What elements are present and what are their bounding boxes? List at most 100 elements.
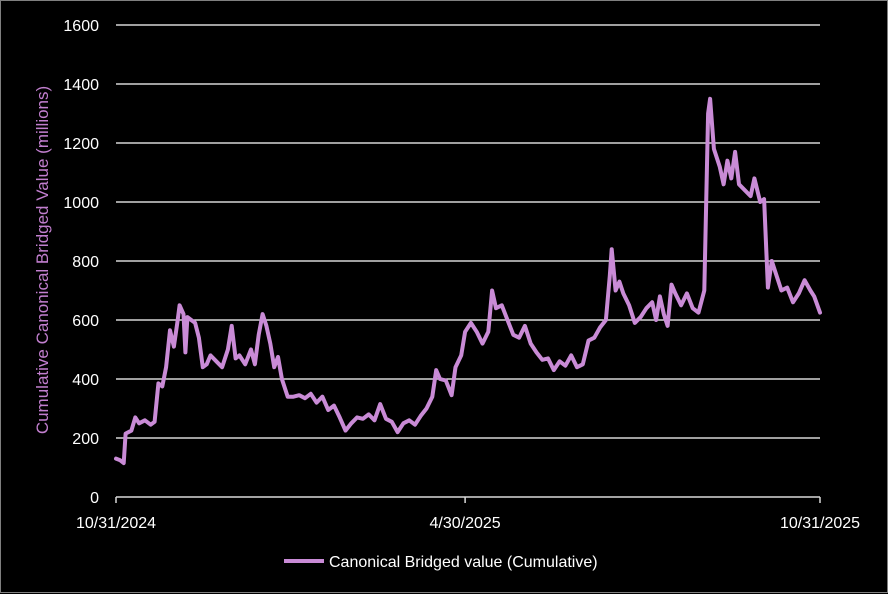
data-point: [633, 321, 637, 325]
data-point: [237, 353, 241, 357]
data-point: [261, 312, 265, 316]
data-point: [604, 318, 608, 322]
data-point: [297, 393, 301, 397]
data-point: [149, 423, 153, 427]
series-line: [114, 96, 822, 466]
data-point: [430, 395, 434, 399]
data-point: [475, 330, 479, 334]
y-tick-label: 0: [90, 490, 99, 507]
data-point: [540, 358, 544, 362]
data-point: [137, 421, 141, 425]
data-point: [696, 311, 701, 315]
data-point: [264, 324, 268, 328]
data-point: [608, 274, 612, 278]
data-point: [808, 288, 813, 293]
data-point: [494, 306, 498, 310]
data-point: [785, 286, 789, 290]
y-tick-label: 1200: [63, 136, 99, 153]
data-point: [669, 283, 674, 287]
data-point: [197, 336, 201, 340]
data-point: [434, 368, 438, 372]
data-point: [122, 461, 126, 465]
data-point: [812, 294, 816, 298]
data-point: [791, 300, 795, 304]
data-point: [691, 306, 695, 310]
data-point: [463, 330, 467, 334]
data-point: [797, 291, 801, 295]
x-tick-label: 4/30/2025: [430, 515, 501, 532]
data-point: [818, 311, 822, 315]
data-point: [722, 182, 726, 186]
data-point: [372, 418, 377, 422]
data-point: [779, 288, 784, 293]
data-point: [459, 353, 463, 357]
data-point: [234, 356, 238, 360]
data-point: [774, 271, 778, 275]
data-point: [124, 432, 128, 436]
data-point: [309, 392, 313, 396]
data-point: [118, 458, 122, 462]
data-point: [286, 395, 290, 399]
data-point: [133, 415, 137, 419]
data-point: [413, 423, 417, 427]
data-point: [160, 384, 164, 388]
data-point: [320, 395, 324, 399]
data-point: [552, 368, 556, 372]
data-point: [183, 350, 187, 354]
data-point: [673, 291, 677, 295]
data-point: [401, 421, 405, 425]
y-axis-ticks: 0 200 400 600 800 1000 1200 1400 1600: [63, 18, 99, 507]
data-point: [164, 365, 168, 369]
data-point: [156, 381, 160, 385]
data-point: [390, 420, 394, 424]
y-tick-label: 1000: [63, 195, 99, 212]
data-point: [226, 347, 230, 352]
x-tick-label: 10/31/2025: [780, 515, 860, 532]
legend: Canonical Bridged value (Cumulative): [284, 554, 598, 571]
data-point: [407, 418, 411, 422]
data-point: [517, 336, 521, 340]
legend-label: Canonical Bridged value (Cumulative): [329, 554, 598, 571]
data-point: [424, 406, 429, 411]
data-point: [729, 176, 733, 180]
data-point: [563, 364, 568, 368]
data-point: [214, 359, 218, 363]
y-tick-label: 1600: [63, 18, 99, 35]
data-point: [332, 404, 336, 408]
data-point: [268, 342, 272, 346]
data-point: [469, 321, 473, 325]
y-axis-title: Cumulative Canonical Bridged Value (mill…: [33, 86, 52, 434]
x-tick-label: 10/31/2024: [76, 515, 156, 532]
data-point: [762, 197, 766, 201]
data-point: [546, 356, 550, 360]
data-point: [315, 401, 319, 405]
data-point: [189, 318, 193, 322]
data-point: [718, 165, 722, 169]
data-point: [208, 353, 213, 357]
data-point: [450, 393, 454, 397]
data-point: [230, 324, 234, 328]
data-point: [586, 339, 591, 343]
data-point: [220, 365, 224, 369]
data-point: [253, 362, 257, 366]
x-axis: 10/31/2024 4/30/2025 10/31/2025: [76, 496, 860, 532]
data-point: [712, 147, 716, 151]
data-point: [505, 318, 510, 322]
data-point: [185, 315, 189, 319]
data-point: [725, 159, 730, 163]
data-point: [749, 194, 753, 198]
data-point: [639, 315, 643, 319]
data-point: [654, 318, 658, 322]
data-point: [743, 188, 747, 192]
data-point: [176, 318, 180, 322]
data-point: [480, 342, 485, 346]
data-point: [486, 330, 490, 334]
data-point: [598, 325, 602, 329]
data-point: [575, 365, 579, 369]
data-point: [666, 324, 670, 328]
data-point: [378, 402, 382, 406]
data-point: [610, 247, 614, 251]
data-point: [752, 176, 757, 180]
data-point: [243, 362, 247, 366]
